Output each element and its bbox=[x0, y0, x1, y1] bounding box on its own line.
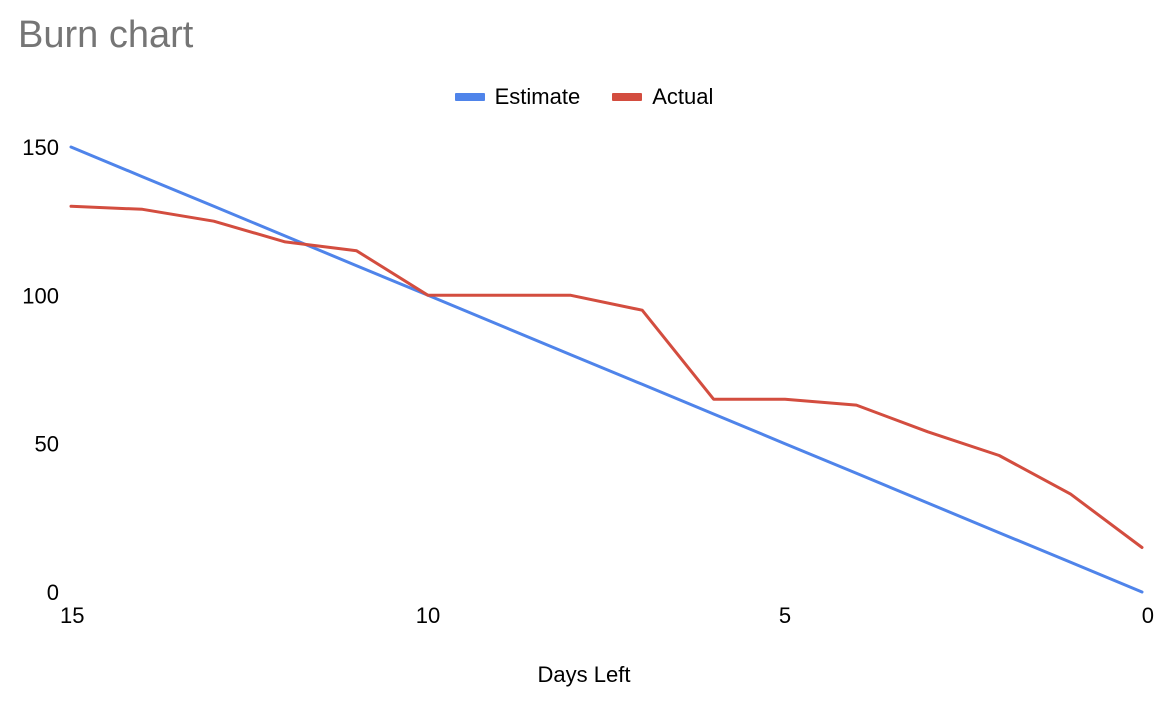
y-tick-label-100: 100 bbox=[22, 283, 59, 308]
legend-label-estimate: Estimate bbox=[494, 84, 581, 109]
legend-swatch-estimate bbox=[454, 93, 485, 101]
series-line-actual bbox=[69, 204, 1144, 549]
y-tick-label-150: 150 bbox=[22, 135, 59, 160]
legend-item-estimate[interactable]: Estimate bbox=[454, 84, 581, 110]
legend-label-actual: Actual bbox=[652, 84, 714, 109]
y-tick-label-0: 0 bbox=[47, 580, 59, 605]
x-tick-label-10: 10 bbox=[416, 603, 440, 628]
legend-swatch-actual bbox=[612, 93, 643, 101]
chart-legend: Estimate Actual bbox=[0, 84, 1168, 110]
x-axis-label: Days Left bbox=[537, 662, 631, 687]
chart-title: Burn chart bbox=[18, 14, 194, 56]
x-tick-label-0: 0 bbox=[1142, 603, 1154, 628]
legend-item-actual[interactable]: Actual bbox=[612, 84, 713, 110]
x-tick-label-15: 15 bbox=[60, 603, 84, 628]
series-line-estimate bbox=[69, 145, 1144, 594]
x-tick-label-5: 5 bbox=[779, 603, 791, 628]
y-tick-label-50: 50 bbox=[35, 432, 59, 457]
